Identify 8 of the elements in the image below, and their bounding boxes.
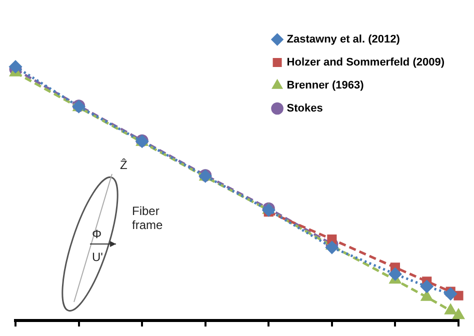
annotation: Fiber frame [132,204,164,232]
legend-label: Holzer and Sommerfeld (2009) [286,56,445,69]
legend-label: Zastawny et al. (2012) [286,34,400,46]
annotation: Φ [92,227,102,241]
legend-label: Stokes [286,102,323,115]
annotation: Ẑ [120,158,128,172]
annotation: U' [92,250,103,264]
legend-label: Brenner (1963) [286,80,364,92]
